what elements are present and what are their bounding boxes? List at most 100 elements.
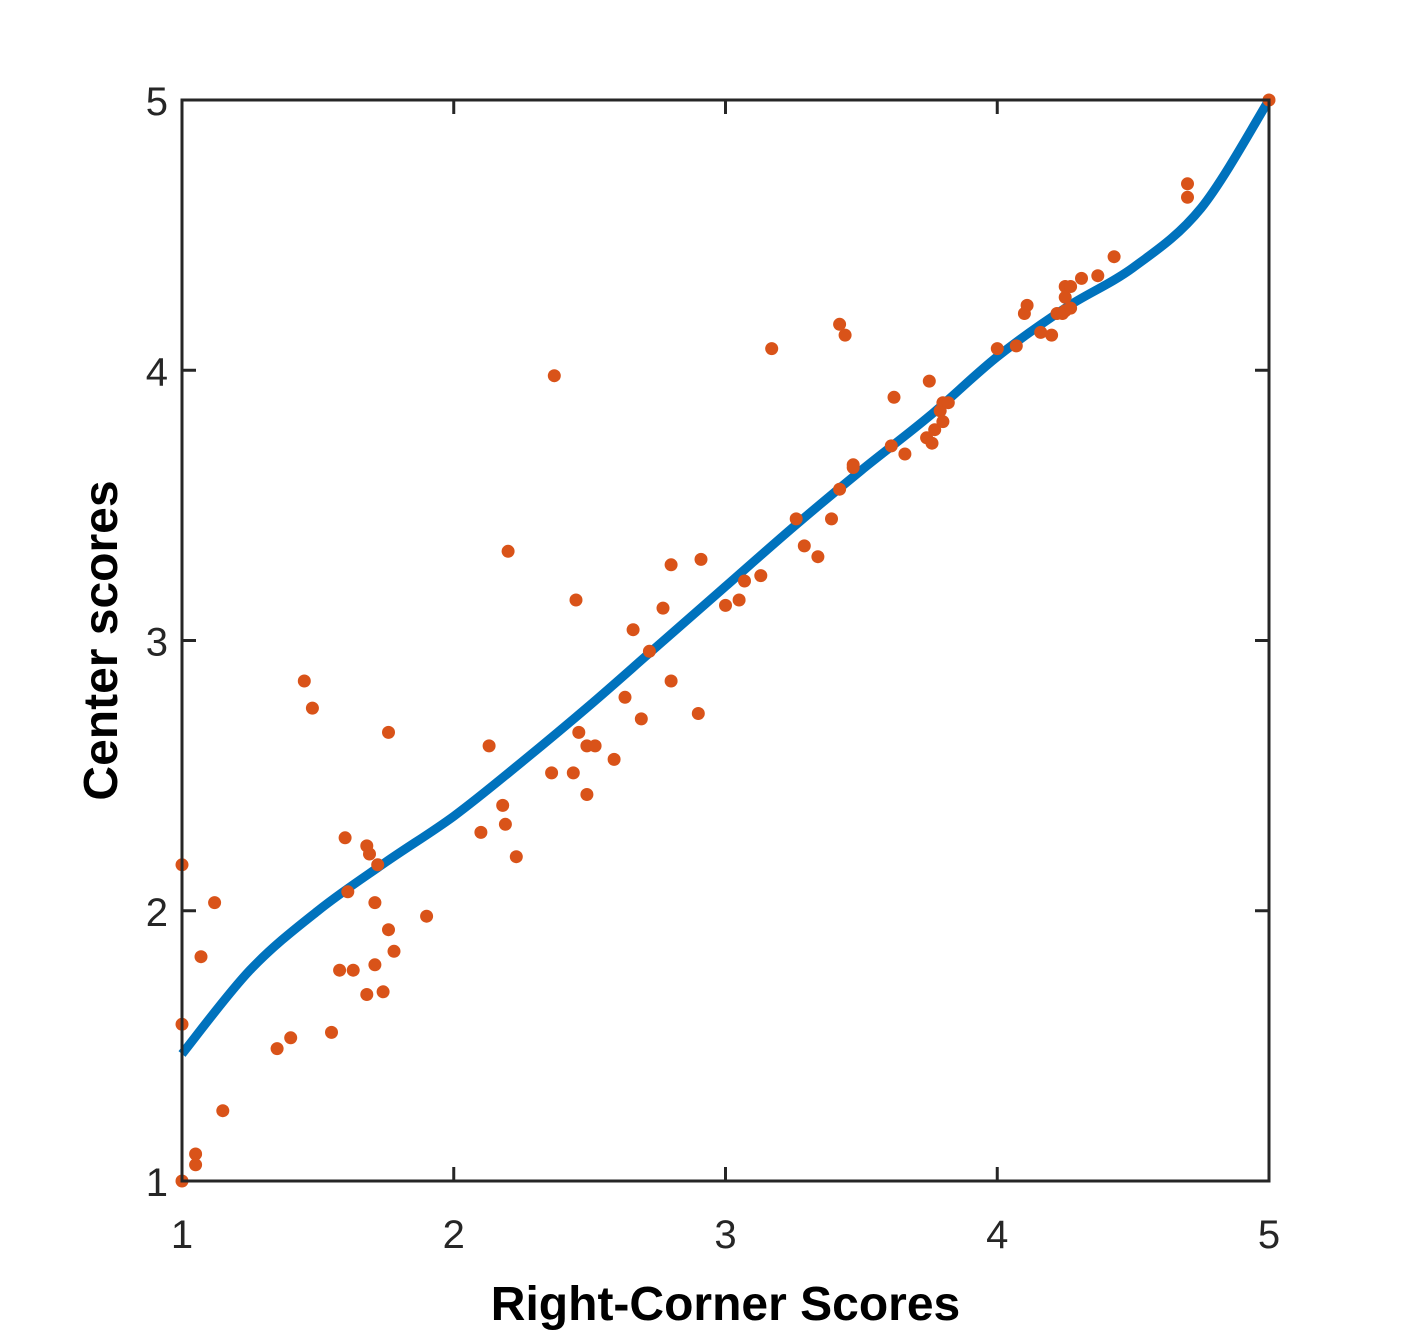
data-point (1034, 325, 1048, 339)
data-point (371, 858, 385, 872)
data-point (607, 752, 621, 766)
fit-curve-layer (178, 97, 1273, 1057)
data-point (338, 831, 352, 845)
data-points-layer (175, 93, 1276, 1188)
data-point (846, 461, 860, 474)
data-point (509, 850, 523, 864)
fit-curve-line (178, 97, 1273, 1057)
data-point (346, 963, 360, 977)
y-tick-label: 2 (146, 891, 168, 935)
data-point (634, 712, 648, 726)
data-point (547, 369, 561, 383)
data-point (811, 550, 825, 564)
data-point (580, 788, 594, 801)
data-point (898, 447, 912, 461)
data-point (719, 598, 732, 612)
y-tick-label: 1 (146, 1161, 168, 1205)
plot-area (182, 100, 1269, 1181)
data-point (569, 593, 583, 607)
data-point (382, 725, 395, 739)
data-point (382, 923, 395, 937)
y-tick-label: 3 (146, 621, 168, 665)
data-point (194, 950, 208, 964)
data-point (664, 674, 678, 688)
data-point (333, 963, 347, 977)
data-point (305, 701, 319, 715)
data-point (482, 739, 496, 753)
data-point (797, 539, 811, 553)
axes-box (180, 98, 1271, 1183)
data-point (474, 825, 488, 839)
data-point (572, 725, 586, 739)
data-point (1181, 190, 1194, 204)
data-point (284, 1031, 298, 1045)
data-point (501, 544, 515, 558)
data-point (1009, 339, 1023, 353)
data-point (496, 798, 510, 812)
x-tick-label: 4 (986, 1213, 1008, 1257)
y-tick-label: 5 (146, 80, 168, 124)
data-point (566, 766, 580, 780)
x-tick-label: 2 (443, 1213, 465, 1257)
data-point (990, 342, 1004, 356)
data-point (884, 439, 898, 453)
data-point (498, 817, 512, 831)
data-point (325, 1025, 338, 1039)
x-tick-label: 3 (714, 1213, 736, 1257)
data-point (694, 552, 708, 566)
data-point (189, 1158, 203, 1172)
data-point (545, 766, 559, 780)
data-point (732, 593, 746, 607)
data-point (588, 739, 602, 753)
data-point (887, 390, 901, 404)
data-point (216, 1104, 230, 1118)
data-point (738, 574, 751, 588)
x-tick-label: 5 (1258, 1213, 1280, 1257)
data-point (368, 958, 382, 972)
data-point (922, 374, 936, 388)
data-point (825, 512, 838, 526)
data-point (1075, 271, 1088, 285)
data-point (1058, 290, 1072, 304)
data-point (838, 328, 852, 342)
data-point (664, 558, 678, 572)
y-tick-label: 4 (146, 350, 168, 394)
data-point (833, 317, 847, 331)
data-point (626, 623, 640, 637)
data-point (925, 436, 939, 450)
data-point (1045, 328, 1059, 342)
x-axis-label: Right-Corner Scores (491, 1278, 960, 1331)
data-point (1020, 298, 1034, 312)
data-point (936, 415, 950, 429)
data-point (387, 944, 401, 958)
data-point (208, 896, 222, 910)
y-axis-label: Center scores (75, 480, 128, 800)
data-point (618, 690, 632, 704)
tick-labels: 1 2 3 4 5 1 2 3 4 5 (146, 80, 1280, 1257)
data-point (1181, 177, 1194, 191)
data-point (1107, 250, 1121, 264)
data-point (297, 674, 311, 688)
data-point (368, 896, 382, 910)
data-point (789, 512, 803, 526)
data-point (1091, 269, 1105, 283)
data-point (642, 644, 656, 658)
data-point (420, 909, 434, 923)
data-point (691, 707, 705, 720)
data-point (363, 847, 376, 861)
data-point (1064, 301, 1078, 315)
data-point (941, 396, 955, 410)
data-point (1064, 280, 1078, 293)
data-point (833, 482, 847, 496)
data-point (189, 1147, 203, 1161)
data-point (270, 1042, 284, 1056)
data-point (765, 342, 779, 356)
data-point (754, 569, 768, 583)
data-point (656, 601, 670, 615)
data-point (341, 885, 355, 899)
data-point (928, 423, 942, 437)
data-point (360, 988, 374, 1001)
data-point (376, 985, 390, 999)
